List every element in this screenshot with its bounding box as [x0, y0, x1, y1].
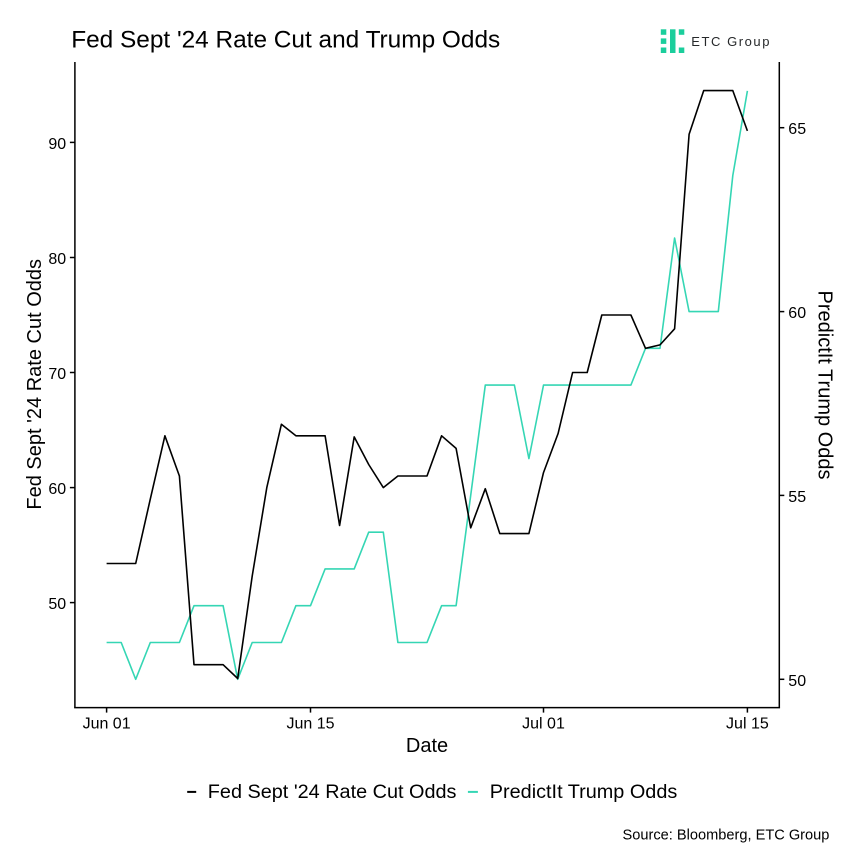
svg-text:55: 55: [788, 489, 806, 506]
svg-text:Jun 15: Jun 15: [286, 716, 334, 733]
svg-text:90: 90: [48, 136, 66, 153]
svg-text:Jun 01: Jun 01: [83, 716, 131, 733]
svg-text:Fed Sept '24 Rate Cut Odds: Fed Sept '24 Rate Cut Odds: [208, 781, 457, 803]
svg-text:Date: Date: [406, 735, 448, 757]
svg-text:60: 60: [48, 481, 66, 498]
svg-text:65: 65: [788, 121, 806, 138]
svg-text:70: 70: [48, 366, 66, 383]
svg-text:Fed Sept '24 Rate Cut and Trum: Fed Sept '24 Rate Cut and Trump Odds: [71, 27, 500, 54]
svg-text:50: 50: [788, 673, 806, 690]
svg-text:Fed Sept '24 Rate Cut Odds: Fed Sept '24 Rate Cut Odds: [24, 259, 46, 510]
svg-text:Jul 15: Jul 15: [726, 716, 769, 733]
svg-text:PredictIt Trump Odds: PredictIt Trump Odds: [814, 291, 836, 480]
svg-text:Source: Bloomberg, ETC Group: Source: Bloomberg, ETC Group: [623, 828, 830, 844]
svg-text:Jul 01: Jul 01: [522, 716, 565, 733]
svg-text:80: 80: [48, 251, 66, 268]
svg-text:ETC Group: ETC Group: [691, 34, 771, 49]
svg-text:PredictIt Trump Odds: PredictIt Trump Odds: [490, 781, 678, 803]
svg-text:50: 50: [48, 596, 66, 613]
svg-text:60: 60: [788, 305, 806, 322]
